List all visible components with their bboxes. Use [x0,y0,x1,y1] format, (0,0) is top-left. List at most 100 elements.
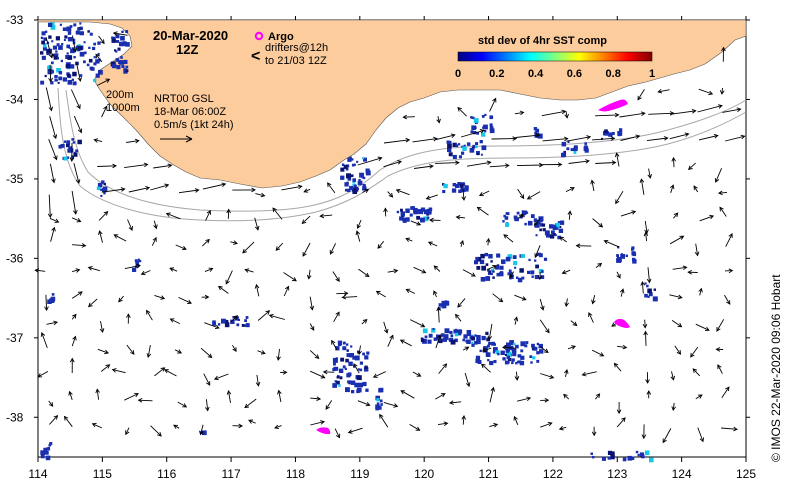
current-vector [565,111,568,118]
current-vector [582,371,597,376]
sst-pixel [460,189,463,192]
sst-pixel [232,316,235,319]
sst-pixel [512,352,517,357]
current-vector [489,98,497,112]
sst-pixel [353,163,356,166]
current-vector-head [91,422,97,428]
sst-pixel [41,31,46,36]
current-vector-head [676,350,682,355]
sst-pixel [356,375,362,381]
current-vector-head [684,132,690,137]
current-vector-head [433,136,438,142]
current-vector [619,112,645,118]
current-vector [699,215,714,222]
sst-pixel [245,316,249,319]
sst-pixel [475,355,481,360]
sst-pixel [365,170,371,176]
current-vector [383,160,402,168]
current-vector [278,390,282,403]
sst-pixel [50,81,54,85]
contour-200m-label: 200m [106,89,134,101]
current-vector-head [206,209,211,215]
sst-pixel [86,63,90,67]
current-vector [101,188,125,193]
sst-pixel [121,30,124,33]
sst-pixel [488,270,491,273]
current-vector [166,213,181,220]
current-vector-head [717,364,722,369]
sst-pixel [418,209,424,215]
sst-pixel [454,332,459,337]
sst-pixel [67,73,71,78]
sst-pixel [40,80,45,85]
current-vector [641,281,644,294]
current-vector-head [248,419,254,424]
sst-pixel [469,148,474,152]
sst-pixel [103,182,106,186]
sst-pixel [533,346,538,351]
current-vector-head [614,152,620,158]
current-vector [699,288,702,296]
current-vector [100,364,110,372]
sst-pixel [345,358,349,363]
credit-label: © IMOS 22-Mar-2020 09:06 Hobart [769,274,783,462]
sst-pixel [500,350,505,355]
sst-pixel [66,143,70,148]
current-vector-head [543,348,549,353]
current-vector [456,216,466,219]
sst-pixel [442,305,445,309]
sst-pixel [534,223,540,228]
sst-pixel [441,300,445,304]
current-vector-head [561,269,567,275]
current-vector [645,331,647,346]
current-vector-head [597,262,603,268]
sst-pixel [535,128,540,133]
sst-pixel [347,177,352,181]
sst-pixel [646,284,649,288]
current-vector [617,345,627,349]
sst-pixel [376,398,380,402]
current-vector [615,190,624,204]
current-vector-head [613,362,619,368]
sst-pixel [336,380,340,385]
current-vector-head [635,134,641,140]
current-vector-head [397,160,402,165]
current-vector [97,348,109,354]
sst-pixel [573,151,577,154]
current-vector-head [244,403,249,409]
current-vector-head [465,382,471,388]
current-vector [722,108,741,113]
sst-pixel [424,335,428,339]
sst-pixel [378,387,384,393]
current-vector-head [383,207,388,213]
sst-pixel [539,223,544,227]
current-vector [320,214,333,217]
current-vector [604,240,620,248]
y-tick-label: -35 [6,172,24,186]
current-vector-head [93,138,99,143]
sst-pixel [519,215,523,219]
sst-pixel [496,253,501,258]
current-vector-head [402,114,408,120]
sst-pixel [78,45,83,51]
sst-pixel [444,300,450,306]
sst-pixel [471,116,474,119]
current-vector-head [167,163,173,169]
current-vector-head [157,431,162,437]
sst-pixel [607,450,613,455]
x-tick-label: 115 [93,467,112,481]
current-vector-head [112,31,118,36]
sst-pixel [471,125,476,130]
current-vector-head [72,313,77,319]
sst-pixel [138,259,142,263]
current-vector-head [169,318,175,323]
sst-pixel [405,217,410,222]
current-vector-head [725,386,730,392]
sst-pixel [463,144,466,147]
current-vector [692,368,701,377]
sst-pixel [443,334,449,339]
current-vector-head [146,353,152,359]
sst-pixel [487,344,490,348]
sst-stddev-patches [40,22,658,463]
sst-pixel [543,257,548,261]
